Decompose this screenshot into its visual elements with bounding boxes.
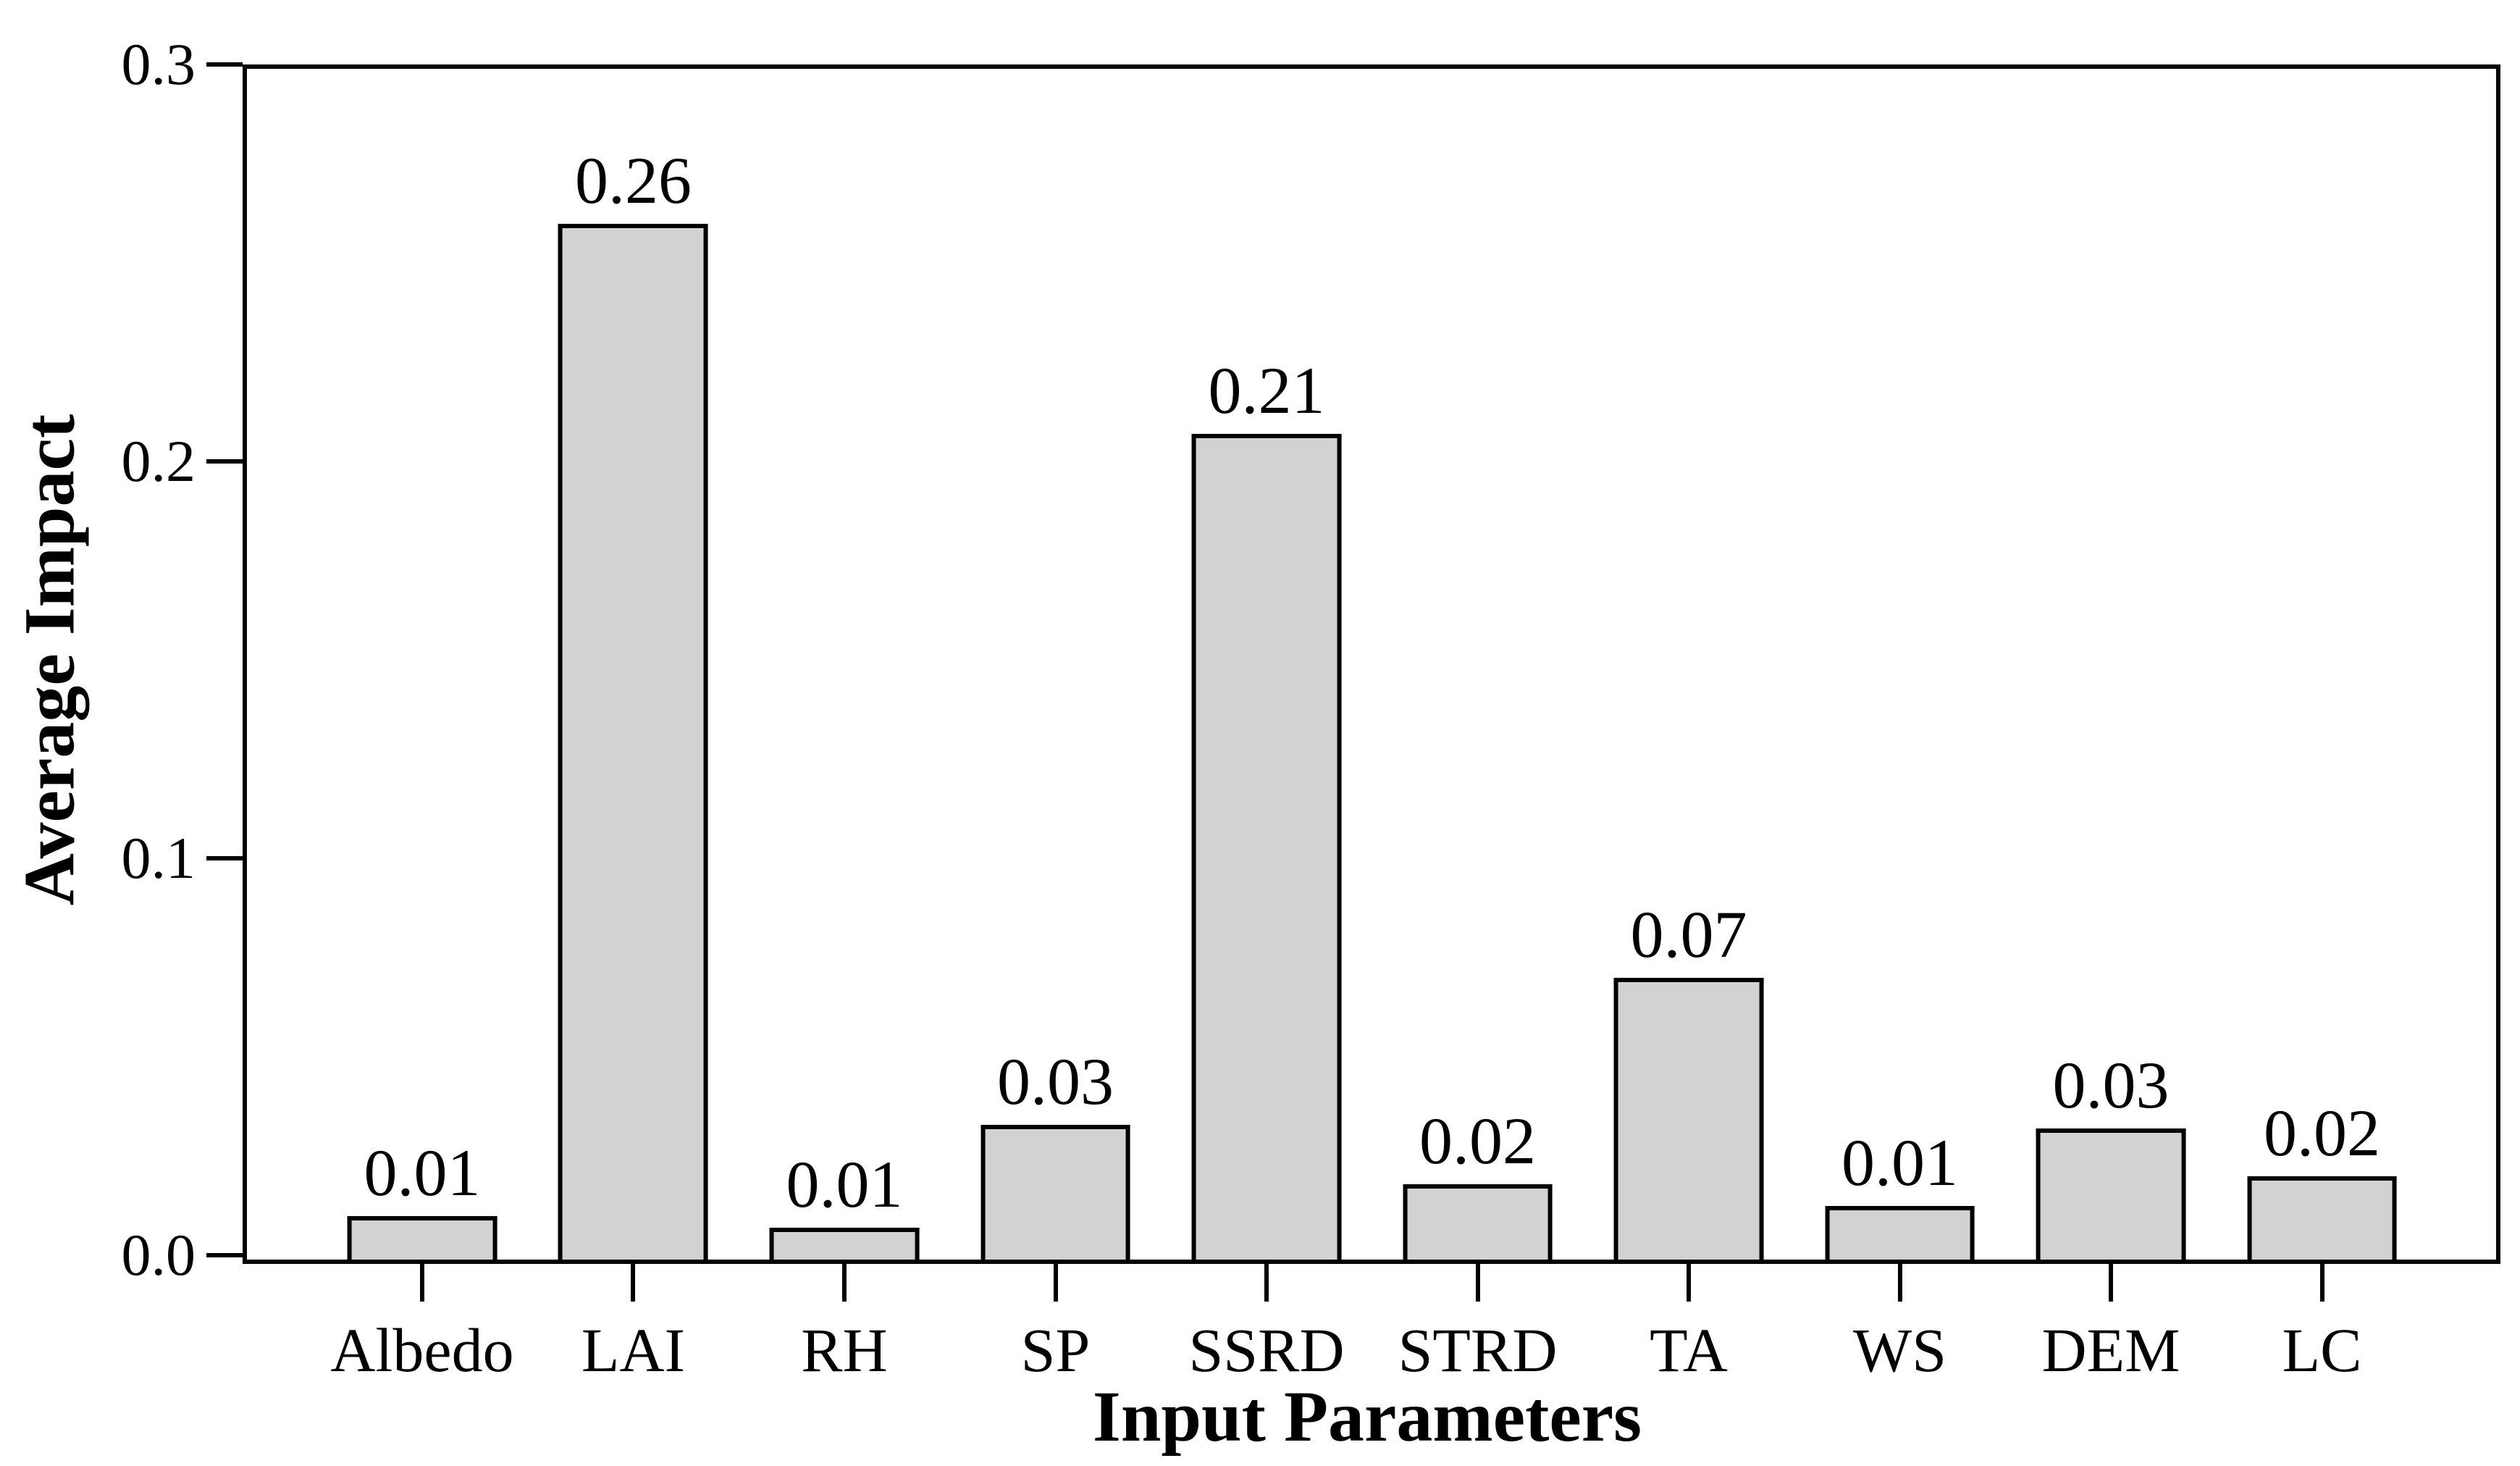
x-tick: [1264, 1264, 1269, 1302]
bar-strd: [1403, 1184, 1553, 1260]
bar-value-label: 0.02: [2264, 1095, 2381, 1170]
category-label-dem: DEM: [2041, 1315, 2180, 1385]
category-label-sp: SP: [1020, 1315, 1091, 1385]
category-label-lc: LC: [2282, 1315, 2362, 1385]
category-label-ta: TA: [1650, 1315, 1728, 1385]
bar-ws: [1825, 1206, 1975, 1260]
category-label-lai: LAI: [581, 1315, 686, 1385]
bar-value-label: 0.07: [1630, 897, 1747, 971]
x-tick: [842, 1264, 847, 1302]
plot-area: 0.01 Albedo 0.26 LAI 0.01 RH 0.03 SP 0.21 SSRD 0.0…: [243, 64, 2500, 1384]
y-tick: [206, 459, 243, 464]
bar-lai: [558, 223, 708, 1260]
bar-albedo: [347, 1215, 497, 1260]
bar-value-label: 0.03: [997, 1044, 1114, 1118]
category-label-albedo: Albedo: [330, 1315, 514, 1385]
category-label-rh: RH: [801, 1315, 888, 1385]
bar-value-label: 0.01: [1841, 1126, 1959, 1200]
bar-lc: [2247, 1176, 2397, 1260]
x-axis-title: Input Parameters: [1092, 1376, 1642, 1457]
bar-value-label: 0.02: [1419, 1103, 1537, 1178]
x-tick: [1475, 1264, 1480, 1302]
bar-ssrd: [1191, 434, 1342, 1260]
bar-dem: [2036, 1128, 2186, 1260]
category-label-ssrd: SSRD: [1188, 1315, 1345, 1385]
x-tick: [1897, 1264, 1902, 1302]
bar-value-label: 0.03: [2052, 1048, 2170, 1123]
y-tick-label: 0.3: [121, 31, 196, 97]
bar-value-label: 0.26: [574, 143, 692, 217]
bar-sp: [980, 1124, 1130, 1260]
x-tick: [419, 1264, 424, 1302]
x-tick: [631, 1264, 636, 1302]
y-tick: [206, 1253, 243, 1257]
x-tick: [2109, 1264, 2114, 1302]
bar-value-label: 0.21: [1208, 353, 1325, 428]
y-tick: [206, 62, 243, 67]
bar-value-label: 0.01: [786, 1147, 903, 1222]
y-axis-title: Average Impact: [9, 414, 90, 906]
bar-value-label: 0.01: [364, 1135, 481, 1210]
x-tick: [1053, 1264, 1058, 1302]
y-tick-label: 0.1: [121, 825, 196, 891]
bar-rh: [769, 1228, 920, 1260]
x-tick: [2319, 1264, 2324, 1302]
y-tick-label: 0.0: [121, 1222, 196, 1288]
y-tick: [206, 856, 243, 860]
category-label-ws: WS: [1853, 1315, 1947, 1385]
category-label-strd: STRD: [1398, 1315, 1558, 1385]
y-tick-label: 0.2: [121, 428, 196, 494]
bar-ta: [1613, 977, 1764, 1260]
x-tick: [1687, 1264, 1692, 1302]
